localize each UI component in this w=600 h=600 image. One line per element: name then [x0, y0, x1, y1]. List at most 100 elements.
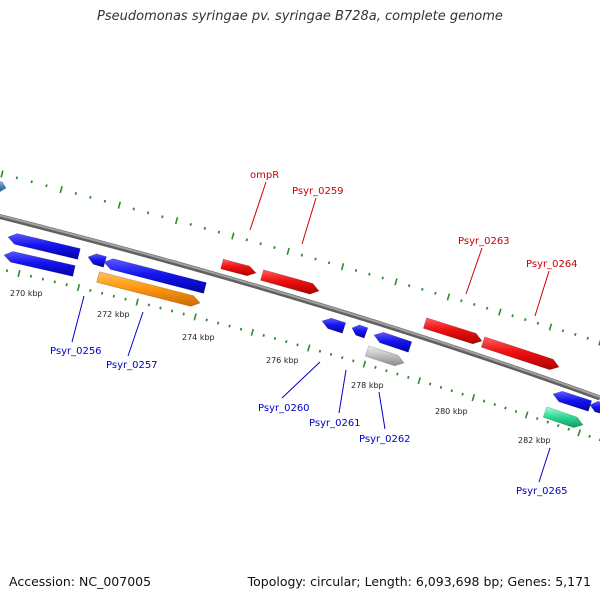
ruler-tick [374, 365, 377, 369]
ruler-tick [231, 232, 235, 240]
gene-label-psyr-0263: Psyr_0263 [458, 236, 510, 247]
ruler-tick [159, 306, 162, 310]
ruler-tick [352, 359, 355, 363]
ruler-tick [285, 340, 288, 344]
ruler-tick [498, 308, 502, 316]
ruler-tick [394, 278, 398, 286]
leader-line [127, 311, 144, 357]
ruler-tick [89, 288, 92, 292]
ruler-label: 274 kbp [182, 333, 215, 342]
gene-labels: ompR Psyr_0259 Psyr_0263 Psyr_0264 Psyr_… [50, 170, 578, 497]
ruler-tick [407, 375, 410, 379]
ruler-tick [135, 298, 139, 306]
ruler-tick [434, 291, 437, 295]
ruler-tick [574, 333, 577, 337]
ruler-tick [396, 372, 399, 376]
ruler-tick [100, 291, 104, 295]
ruler-tick [41, 277, 45, 281]
ruler-tick [586, 336, 589, 340]
ruler-tick [548, 323, 553, 331]
ruler-tick [53, 280, 56, 284]
ruler-tick [407, 284, 411, 288]
leader-line [301, 197, 317, 245]
gene-arrow-reverse [552, 390, 593, 412]
ruler-tick [286, 247, 290, 255]
leader-line [465, 247, 483, 295]
ruler-tick [59, 186, 63, 194]
outer-ruler-ticks [0, 170, 600, 346]
leader-line [378, 391, 386, 430]
ruler-tick [588, 434, 591, 438]
leader-line [71, 295, 85, 343]
ruler-tick [381, 276, 384, 280]
gene-label-psyr-0262: Psyr_0262 [359, 434, 411, 445]
ruler-tick [511, 314, 514, 318]
gene-arrow-reverse [321, 317, 347, 334]
ruler-tick [262, 333, 265, 337]
ruler-tick [193, 313, 197, 321]
ruler-tick [239, 327, 243, 331]
leader-line [534, 270, 550, 317]
label-leader-lines [71, 181, 551, 483]
ruler-label: 272 kbp [97, 310, 130, 319]
ruler-tick [217, 230, 221, 234]
ruler-tick [471, 394, 476, 402]
ruler-tick [259, 242, 262, 246]
ruler-labels: 270 kbp 272 kbp 274 kbp 276 kbp 278 kbp … [10, 289, 551, 445]
gene-feature-orange [96, 271, 201, 307]
ruler-tick [340, 356, 344, 360]
ruler-label: 282 kbp [518, 436, 551, 445]
ruler-tick [228, 324, 231, 328]
ruler-tick [250, 328, 255, 336]
ruler-tick [354, 268, 358, 272]
gene-label-psyr-0265: Psyr_0265 [516, 486, 568, 497]
gene-label-psyr-0256: Psyr_0256 [50, 346, 102, 357]
ruler-tick [524, 411, 529, 419]
gene-label-ompR: ompR [250, 170, 279, 181]
ruler-tick [368, 272, 371, 276]
ruler-tick [329, 352, 333, 356]
ruler-tick [203, 226, 207, 230]
ruler-tick [74, 192, 78, 195]
inner-ruler-ticks [5, 269, 600, 442]
backbone [0, 213, 600, 401]
ruler-tick [170, 309, 174, 313]
ruler-tick [103, 199, 107, 203]
accession-text: Accession: NC_007005 [9, 574, 152, 589]
ruler-tick [561, 329, 565, 333]
ruler-tick [17, 269, 21, 278]
ruler-tick [524, 318, 527, 322]
ruler-tick [536, 321, 540, 325]
gene-label-psyr-0257: Psyr_0257 [106, 360, 158, 371]
gene-label-psyr-0260: Psyr_0260 [258, 403, 310, 414]
gene-features [0, 181, 600, 428]
ruler-tick [514, 409, 518, 414]
ruler-tick [577, 429, 582, 437]
ruler-tick [340, 263, 345, 271]
ruler-tick [446, 293, 451, 301]
gene-arrow-reverse [7, 233, 81, 260]
gene-arrow-reverse [103, 258, 207, 294]
ruler-tick [546, 420, 550, 424]
ruler-tick [174, 217, 179, 225]
ruler-tick [327, 261, 331, 265]
ruler-tick [245, 238, 249, 242]
gene-arrow-forward [260, 269, 320, 295]
ruler-tick [273, 246, 276, 250]
genome-summary-text: Topology: circular; Length: 6,093,698 bp… [247, 574, 591, 589]
ruler-tick [535, 417, 539, 421]
gene-arrow-reverse [87, 253, 107, 268]
ruler-tick [362, 360, 367, 368]
ruler-tick [421, 287, 424, 291]
gene-arrow-reverse [589, 400, 600, 414]
ruler-tick [300, 253, 304, 257]
leader-line [338, 369, 347, 414]
gene-arrow-forward [220, 258, 257, 277]
ruler-tick [318, 349, 322, 353]
gene-arrow-reverse [351, 324, 369, 339]
ruler-tick [5, 269, 9, 273]
gene-arrow-reverse [373, 331, 413, 353]
ruler-tick [598, 339, 600, 346]
ruler-tick [307, 344, 311, 352]
